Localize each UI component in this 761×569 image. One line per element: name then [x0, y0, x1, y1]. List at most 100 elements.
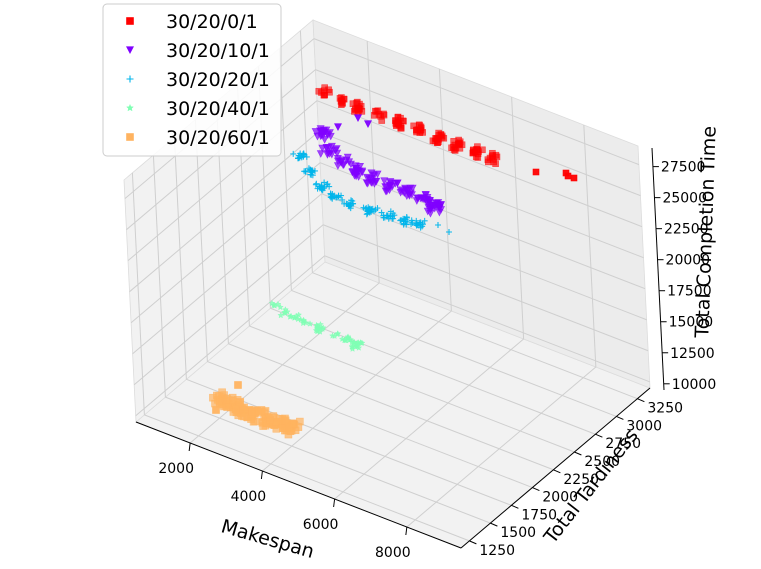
data-point	[289, 419, 297, 428]
data-point	[266, 416, 274, 424]
y-tick-mark	[616, 415, 624, 420]
legend-label: 30/20/10/1	[166, 40, 270, 62]
data-point	[440, 134, 448, 142]
series-4-points	[268, 299, 366, 352]
data-point	[340, 336, 348, 344]
data-point	[316, 328, 324, 335]
data-point	[280, 308, 288, 316]
x-tick-label: 8000	[375, 545, 411, 561]
legend-entry: 30/20/0/1	[126, 11, 258, 33]
data-points	[209, 84, 578, 439]
data-point	[421, 217, 428, 224]
data-point	[323, 149, 332, 158]
data-point	[302, 168, 309, 175]
data-point	[365, 175, 374, 183]
data-point	[295, 155, 302, 162]
data-point	[334, 123, 342, 131]
series-1-points	[315, 84, 578, 182]
y-gridline	[144, 414, 470, 542]
y-gridline	[249, 325, 575, 453]
data-point	[472, 153, 480, 161]
data-point	[364, 120, 372, 128]
x-gridline	[189, 282, 380, 444]
data-point	[300, 152, 307, 159]
data-point	[419, 223, 426, 230]
z-gridline	[318, 131, 644, 259]
y-gridline	[165, 396, 491, 524]
z-tick-label: 15000	[669, 315, 714, 331]
x-gridline	[334, 338, 524, 500]
y-gridline	[228, 343, 554, 471]
legend: 30/20/0/1 30/20/10/1 30/20/20/1 30/20/40/1 3…	[102, 3, 282, 157]
y-tick-label: 1500	[500, 525, 536, 541]
data-point	[391, 117, 399, 124]
z-tick-label: 12500	[670, 346, 715, 362]
y-gridline	[131, 172, 145, 415]
data-point	[435, 222, 441, 228]
data-point	[450, 143, 457, 151]
x-tick-mark	[188, 442, 191, 452]
y-tick-mark	[637, 398, 645, 403]
data-point	[274, 300, 282, 308]
data-point	[212, 406, 220, 414]
data-point	[316, 150, 325, 158]
y-gridline	[207, 361, 533, 489]
y-gridline	[312, 272, 638, 400]
data-point	[564, 172, 572, 180]
data-point	[222, 396, 231, 405]
data-point	[410, 122, 417, 130]
z-gridline	[129, 131, 319, 293]
data-point	[317, 131, 326, 140]
legend-frame	[102, 3, 282, 157]
x-tick-label: 2000	[158, 461, 194, 477]
data-point	[390, 215, 397, 222]
x-tick-mark	[333, 498, 336, 508]
data-point	[426, 210, 435, 218]
z-gridline	[130, 162, 321, 324]
data-point	[311, 128, 320, 136]
axes-lines	[135, 147, 670, 549]
legend-marker	[126, 103, 134, 112]
data-point	[532, 168, 540, 176]
data-point	[300, 317, 308, 325]
data-point	[354, 114, 362, 122]
data-point	[223, 403, 231, 411]
data-point	[321, 91, 328, 99]
data-point	[316, 127, 325, 136]
data-point	[371, 111, 378, 119]
legend-marker	[126, 133, 134, 141]
data-point	[346, 203, 353, 210]
y-tick-label: 2000	[542, 490, 578, 506]
z-gridline	[321, 193, 647, 321]
data-point	[333, 330, 341, 338]
data-point	[413, 222, 420, 229]
data-point	[384, 212, 391, 219]
data-point	[412, 197, 421, 205]
data-point	[365, 204, 372, 211]
data-point	[353, 168, 362, 176]
z-gridline	[324, 255, 650, 383]
axes-grid	[124, 30, 650, 542]
series-5-points	[209, 381, 304, 439]
x-gridline	[262, 310, 452, 472]
y-tick-mark	[595, 433, 603, 438]
data-point	[341, 200, 348, 207]
data-point	[446, 229, 452, 235]
y-tick-label: 1250	[479, 543, 515, 559]
data-point	[234, 381, 242, 389]
data-point	[489, 152, 496, 159]
y-gridline	[299, 30, 313, 273]
series-2-points	[311, 114, 446, 218]
legend-entry: 30/20/20/1	[126, 69, 270, 91]
z-gridline	[135, 255, 326, 417]
y-tick-label: 1750	[521, 507, 557, 523]
z-gridline	[315, 69, 641, 197]
legend-label: 30/20/0/1	[166, 11, 258, 33]
data-point	[300, 151, 307, 158]
data-point	[328, 332, 336, 339]
data-point	[403, 214, 410, 221]
z-gridline	[322, 224, 649, 352]
data-point	[370, 180, 379, 188]
